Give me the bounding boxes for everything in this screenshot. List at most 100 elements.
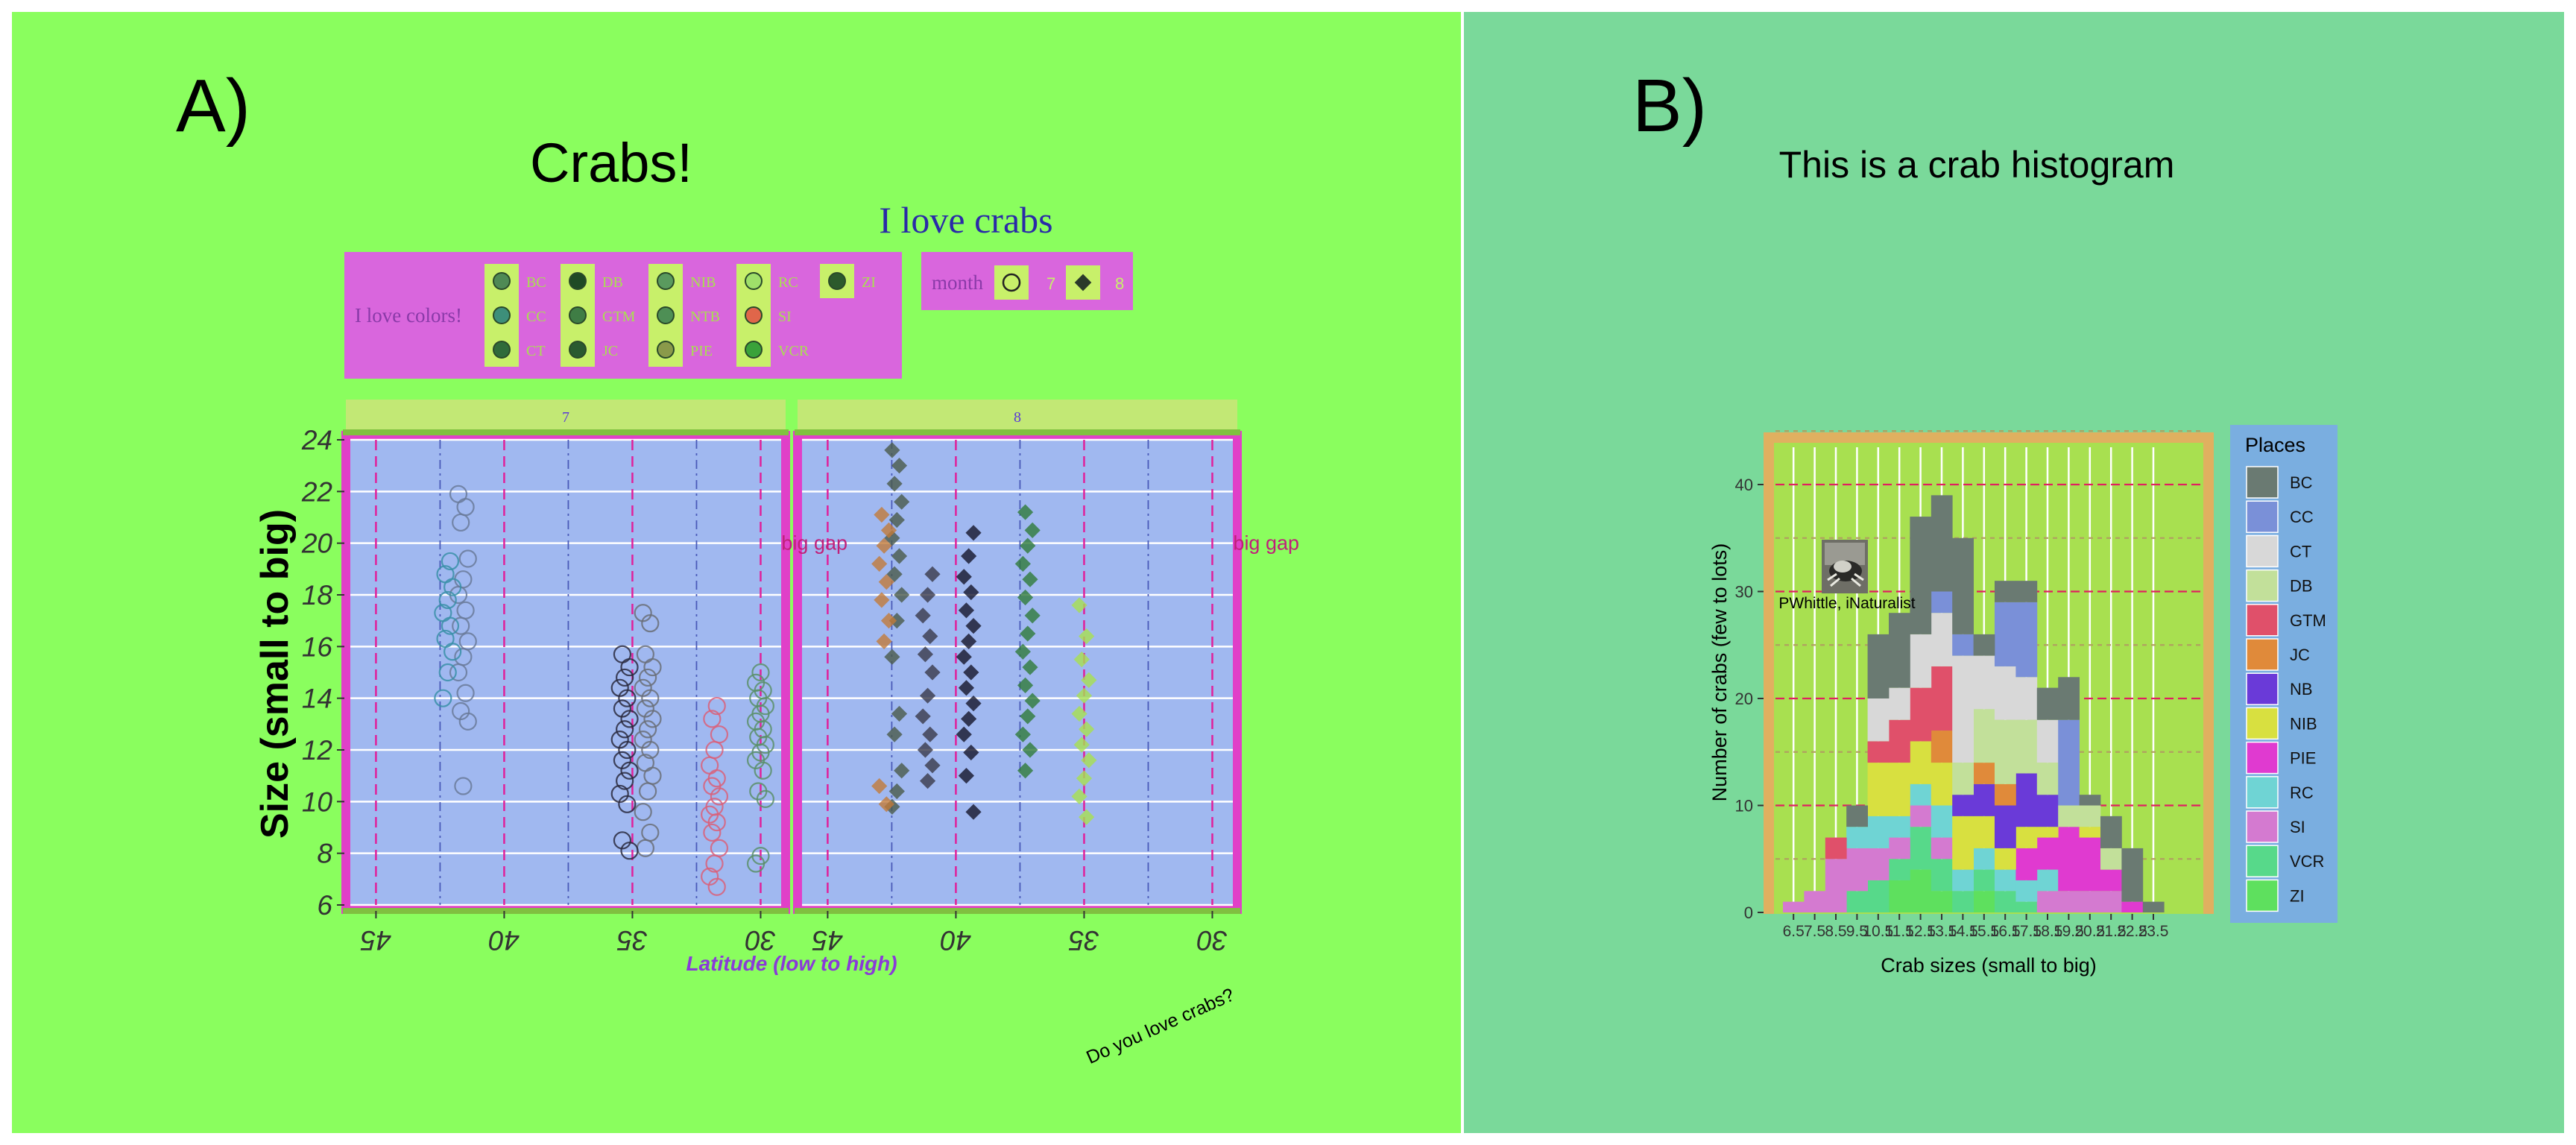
histogram-bar-zi: [1910, 869, 1932, 912]
scatter-point: [452, 701, 470, 721]
histogram-x-tick-label: 14.5: [1948, 923, 1978, 940]
legend-colors-title: I love colors!: [355, 304, 462, 327]
scatter-point: [634, 731, 652, 749]
scatter-point: [922, 628, 938, 645]
scatter-x-tick-label: 45: [812, 925, 843, 956]
histogram-x-tick-label: 6.5: [1783, 923, 1805, 940]
histogram-bar-rc: [1952, 869, 1974, 892]
scatter-point: [891, 548, 908, 564]
histogram-legend-label-nib: NIB: [2290, 714, 2317, 733]
scatter-y-tick-label: 22: [301, 476, 333, 507]
scatter-point: [1024, 522, 1041, 538]
scatter-point: [958, 680, 975, 696]
scatter-point: [436, 565, 455, 584]
histogram-x-tick-label: 7.5: [1804, 923, 1825, 940]
scatter-point: [1020, 625, 1036, 642]
histogram-bar-rc: [1931, 805, 1953, 838]
scatter-annotations: big gap big gap: [781, 532, 1299, 555]
histogram-bar-si: [2100, 891, 2122, 912]
histogram-x-tick-label: 17.5: [2011, 923, 2042, 940]
scatter-point: [634, 604, 652, 622]
scatter-point: [924, 664, 941, 681]
scatter-point: [616, 772, 634, 790]
histogram-y-tick-label: 40: [1735, 476, 1753, 494]
legend-colors: I love colors! BC CC CT DB GTM JC NIB NTB PIE RC S…: [344, 252, 902, 379]
scatter-point: [441, 552, 460, 571]
histogram-bar-vcr: [1952, 891, 1974, 912]
panel-a-subtitle: I love crabs: [879, 199, 1052, 241]
histogram-x-tick-label: 9.5: [1846, 923, 1868, 940]
histogram-legend-label-rc: RC: [2290, 783, 2314, 802]
legend-month-title: month: [932, 271, 984, 294]
histogram-bar-pie: [2079, 837, 2101, 892]
histogram-bar-si: [2079, 891, 2101, 912]
histogram-legend-label-gtm: GTM: [2290, 611, 2326, 630]
facet-strip-8: [798, 400, 1237, 432]
scatter-point: [634, 803, 652, 821]
scatter-point: [638, 720, 657, 739]
histogram-bar-gtm: [1867, 741, 1890, 763]
histogram-bar-gtm: [1931, 666, 1953, 731]
scatter-point: [891, 458, 908, 474]
histogram-bar-nb: [1952, 795, 1974, 816]
histogram-bar-cc: [2058, 719, 2080, 806]
scatter-point: [961, 548, 977, 564]
scatter-point: [963, 664, 979, 681]
histogram-bar-zi: [1931, 891, 1953, 912]
legend-swatch-vcr: [745, 341, 763, 359]
scatter-point: [956, 569, 972, 585]
histogram-bar-cc: [2015, 602, 2038, 678]
histogram-bar-si: [1804, 891, 1826, 912]
histogram-bar-rc: [1995, 869, 2016, 892]
scatter-point: [636, 699, 654, 718]
legend-swatch-nib: [657, 272, 675, 290]
histogram-bar-rc: [1910, 783, 1932, 806]
legend-month-label-8: 8: [1115, 274, 1124, 293]
histogram-legend-label-db: DB: [2290, 577, 2313, 596]
scatter-point: [888, 613, 905, 629]
histogram-bar-nib: [2079, 827, 2101, 838]
scatter-point: [710, 839, 729, 857]
histogram-bar-jc: [1931, 731, 1953, 763]
scatter-point: [636, 754, 654, 772]
legend-colors-box: [344, 252, 902, 379]
histogram-bar-nb: [1995, 805, 2016, 848]
histogram-bar-ct: [1931, 613, 1953, 666]
panel-b-tag: B): [1632, 64, 1707, 148]
facet-strip-label-8: 8: [1014, 409, 1021, 426]
histogram-bar-db: [2100, 848, 2122, 870]
scatter-point: [884, 442, 900, 458]
scatter-point: [1024, 693, 1041, 709]
histogram-bar-bc: [1931, 495, 1953, 592]
legend-month-label-7: 7: [1046, 274, 1055, 293]
scatter-point: [458, 549, 477, 568]
scatter-y-tick-label: 24: [301, 425, 332, 455]
scatter-point: [1014, 643, 1031, 660]
scatter-point: [880, 522, 897, 538]
scatter-point: [886, 726, 903, 742]
facet-panel-8: [793, 431, 1242, 914]
histogram-bar-si: [1910, 805, 1932, 827]
histogram-x-tick-label: 13.5: [1927, 923, 1957, 940]
scatter-x-tick-label: 30: [1196, 925, 1228, 956]
histogram-bar-nb: [1973, 783, 1995, 816]
scatter-point: [961, 633, 977, 650]
crab-photo: [1822, 540, 1868, 593]
scatter-point: [888, 511, 905, 529]
scatter-point: [613, 699, 632, 718]
scatter-point: [456, 601, 475, 619]
legend-label-db: DB: [602, 274, 623, 291]
histogram-bar-bc: [1995, 581, 2016, 602]
histogram-legend-swatch-pie: [2246, 741, 2279, 775]
scatter-point: [1017, 677, 1034, 693]
histogram-bar-db: [2058, 805, 2080, 827]
scatter-point: [1024, 608, 1041, 624]
scatter-point: [1071, 705, 1087, 722]
histogram-bar-vcr: [1889, 859, 1910, 880]
scatter-point: [456, 684, 475, 702]
histogram-bar-ct: [1995, 666, 2016, 720]
scatter-point: [1022, 659, 1038, 675]
x-axis-label: Latitude (low to high): [686, 952, 897, 975]
scatter-x-tick-label: 40: [488, 925, 520, 956]
histogram-x-axis-label: Crab sizes (small to big): [1881, 954, 2097, 977]
